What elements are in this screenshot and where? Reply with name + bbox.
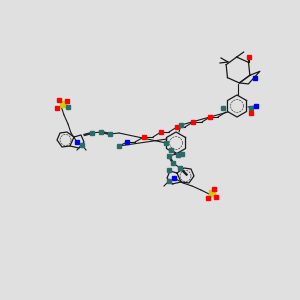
Bar [214,195,218,199]
Bar [171,161,175,165]
Bar [75,140,79,144]
Bar [159,130,163,134]
Bar [60,101,66,107]
Bar [167,179,171,183]
Bar [253,76,257,80]
Bar [172,176,176,180]
Bar [221,106,225,110]
Bar [57,98,61,102]
Bar [176,153,180,157]
Bar [175,125,179,129]
Bar [125,140,129,144]
Bar [65,99,69,103]
Bar [191,120,195,124]
Bar [80,143,84,147]
Bar [117,144,121,148]
Bar [66,105,70,109]
Bar [164,141,168,145]
Bar [254,104,258,108]
Bar [178,166,182,170]
Bar [208,115,212,119]
Bar [212,187,216,191]
Bar [90,131,94,135]
Bar [209,190,215,196]
Bar [180,152,184,156]
Bar [99,130,103,134]
Bar [249,106,253,110]
Bar [206,196,210,200]
Bar [169,148,173,152]
Bar [142,135,146,139]
Bar [167,154,171,158]
Bar [167,168,171,172]
Bar [108,132,112,136]
Bar [247,56,250,59]
Bar [249,111,253,115]
Bar [179,123,183,127]
Bar [55,106,59,110]
